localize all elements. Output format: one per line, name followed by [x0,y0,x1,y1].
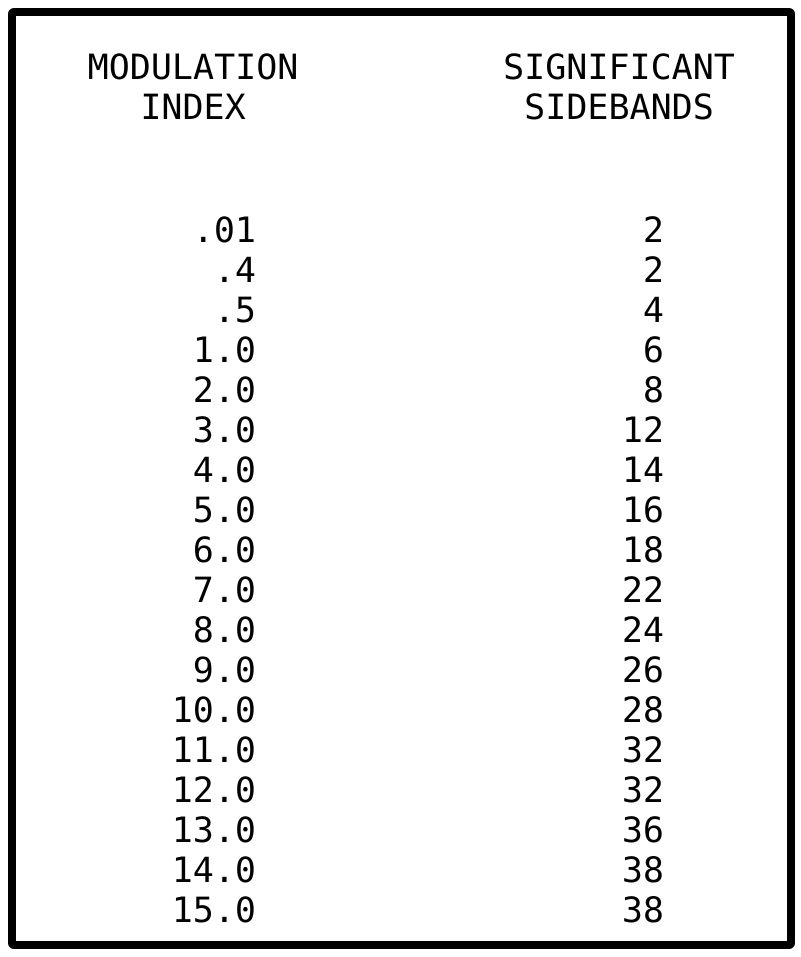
modulation-index-cell: 15.0 [171,891,256,931]
sidebands-cell: 32 [621,731,664,771]
sidebands-cell: 38 [621,891,664,931]
modulation-index-column: .01.4.5 1.0 2.0 3.0 4.0 5.0 6.0 7.0 8.0 9.0 10.0 11… [116,211,256,931]
sidebands-cell: 38 [621,851,664,891]
sidebands-cell: 36 [621,811,664,851]
sidebands-cell: 6 [642,331,664,371]
sidebands-cell: 4 [642,291,664,331]
significant-sidebands-column: 2 2 4 6 8 12 14 16 18 22 24 26 28 32 32 36 38 38 [536,211,664,931]
sidebands-cell: 8 [642,371,664,411]
sidebands-cell: 2 [642,251,664,291]
modulation-index-cell: 12.0 [171,771,256,811]
sidebands-cell: 32 [621,771,664,811]
sidebands-cell: 18 [621,531,664,571]
header-left-line2: INDEX [140,88,246,128]
modulation-index-cell: 5.0 [192,491,256,531]
modulation-index-cell: .01 [192,211,256,251]
modulation-index-cell: 4.0 [192,451,256,491]
modulation-index-cell: 14.0 [171,851,256,891]
sidebands-cell: 12 [621,411,664,451]
modulation-index-cell: 3.0 [192,411,256,451]
modulation-index-cell: 8.0 [192,611,256,651]
header-right-line2: SIDEBANDS [524,88,714,128]
header-right-line1: SIGNIFICANT [503,48,735,88]
header-modulation-index: MODULATION INDEX [68,48,318,128]
header-significant-sidebands: SIGNIFICANT SIDEBANDS [474,48,764,128]
header-left-line1: MODULATION [87,48,299,88]
modulation-index-cell: 13.0 [171,811,256,851]
sidebands-cell: 28 [621,691,664,731]
modulation-index-cell: 7.0 [192,571,256,611]
modulation-index-cell: 6.0 [192,531,256,571]
sidebands-cell: 16 [621,491,664,531]
table-frame: MODULATION INDEX SIGNIFICANT SIDEBANDS .… [8,8,795,949]
sidebands-cell: 26 [621,651,664,691]
sidebands-cell: 2 [642,211,664,251]
modulation-index-cell: 10.0 [171,691,256,731]
modulation-index-cell: .4 [213,251,256,291]
modulation-index-cell: 1.0 [192,331,256,371]
modulation-index-cell: .5 [213,291,256,331]
modulation-index-cell: 11.0 [171,731,256,771]
sidebands-cell: 22 [621,571,664,611]
sidebands-cell: 14 [621,451,664,491]
sidebands-cell: 24 [621,611,664,651]
modulation-index-cell: 2.0 [192,371,256,411]
modulation-index-cell: 9.0 [192,651,256,691]
